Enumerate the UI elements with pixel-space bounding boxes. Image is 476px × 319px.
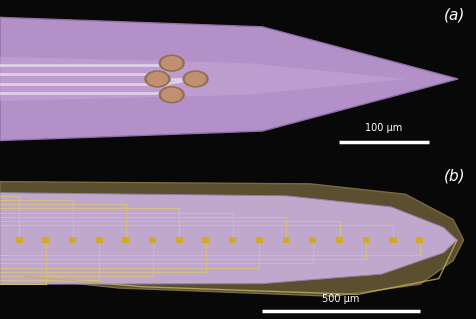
- Ellipse shape: [185, 72, 206, 86]
- Bar: [122, 237, 129, 243]
- Bar: [282, 237, 289, 243]
- Bar: [175, 237, 183, 243]
- Bar: [308, 237, 316, 243]
- Bar: [362, 237, 369, 243]
- Polygon shape: [0, 57, 405, 101]
- Bar: [42, 237, 50, 243]
- Bar: [415, 237, 423, 243]
- Bar: [389, 237, 396, 243]
- Bar: [336, 237, 343, 243]
- Polygon shape: [0, 17, 457, 141]
- Polygon shape: [0, 193, 456, 284]
- Text: 100 μm: 100 μm: [365, 123, 402, 133]
- Bar: [229, 237, 236, 243]
- Bar: [69, 237, 76, 243]
- Ellipse shape: [158, 55, 185, 72]
- Ellipse shape: [158, 86, 185, 103]
- Bar: [256, 237, 263, 243]
- Text: 500 μm: 500 μm: [322, 294, 359, 304]
- Text: (b): (b): [443, 169, 464, 184]
- Bar: [149, 237, 156, 243]
- Ellipse shape: [182, 70, 208, 88]
- Polygon shape: [0, 182, 463, 296]
- Ellipse shape: [144, 70, 170, 88]
- Bar: [202, 237, 209, 243]
- Ellipse shape: [161, 56, 182, 70]
- Ellipse shape: [147, 72, 168, 86]
- Ellipse shape: [161, 88, 182, 102]
- Bar: [95, 237, 103, 243]
- Bar: [15, 237, 23, 243]
- Text: (a): (a): [443, 8, 464, 23]
